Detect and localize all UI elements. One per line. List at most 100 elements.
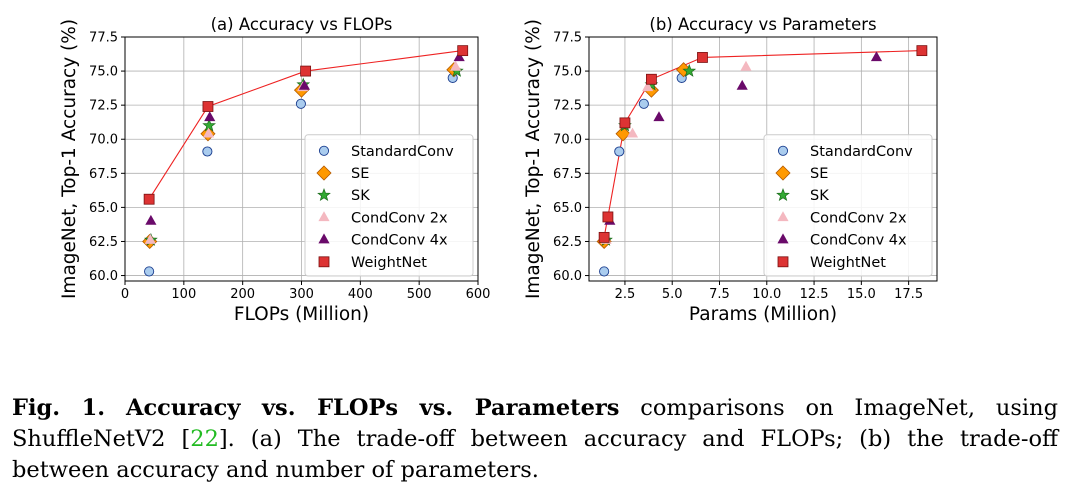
chart-a-point-condconv-2x: [450, 60, 462, 71]
chart-a-point-weightnet: [457, 45, 469, 57]
chart-b-series-standardconv: [599, 72, 687, 277]
chart-a-xtick-label: 600: [466, 287, 491, 302]
chart-a-ytick-label: 67.5: [89, 167, 118, 182]
chart-b-ytick-label: 72.5: [553, 99, 582, 114]
chart-a-point-standardconv: [202, 146, 213, 157]
chart-a-point-condconv-4x: [204, 111, 216, 122]
chart-a-xlabel: FLOPs (Million): [234, 304, 369, 325]
chart-b-xtick-label: 10.0: [752, 287, 781, 302]
chart-b-legend-label-se: SE: [810, 166, 828, 182]
chart-b-ytick-label: 67.5: [553, 167, 582, 182]
chart-a-ytick-label: 77.5: [89, 31, 118, 46]
chart-a-ytick-label: 60.0: [89, 269, 118, 284]
chart-a-title: (a) Accuracy vs FLOPs: [211, 15, 393, 34]
chart-b-point-weightnet: [619, 117, 631, 129]
chart-b-xtick-label: 15.0: [847, 287, 876, 302]
chart-b-legend-marker-weightnet: [777, 256, 789, 268]
chart-a-ytick-label: 75.0: [89, 65, 118, 80]
chart-b-legend-marker-sk: [776, 187, 790, 202]
chart-a-xtick-label: 400: [348, 287, 373, 302]
chart-a-ytick-label: 70.0: [89, 133, 118, 148]
chart-b-ytick-label: 70.0: [553, 133, 582, 148]
chart-a-series-condconv-4x: [145, 51, 465, 225]
chart-a-legend-marker-sk: [317, 187, 331, 202]
chart-a-legend-marker-condconv-2x: [318, 211, 330, 222]
chart-b-ytick-label: 75.0: [553, 65, 582, 80]
chart-a-xtick-label: 0: [121, 287, 129, 302]
caption-bold-text: Accuracy vs. FLOPs vs. Parameters: [126, 395, 620, 421]
chart-b-ytick-label: 62.5: [553, 235, 582, 250]
chart-b-point-condconv-2x: [740, 60, 752, 71]
chart-b-legend-label-condconv-2x: CondConv 2x: [810, 210, 907, 226]
chart-b-legend-label-sk: SK: [810, 188, 829, 204]
chart-a-point-condconv-4x: [453, 51, 465, 62]
chart-b-point-weightnet: [646, 73, 657, 85]
chart-a-ylabel: ImageNet, Top-1 Accuracy (%): [59, 19, 80, 299]
chart-a-legend-box: [304, 134, 474, 277]
chart-b-point-condconv-2x: [626, 127, 639, 138]
chart-accuracy-vs-params: 2.5 5.0 7.5 10.0 12.5 15.0 17.5 60.0 62.5 65.0 67.…: [523, 15, 938, 325]
chart-a-xtick-label: 200: [230, 287, 255, 302]
figure-caption: Fig. 1. Accuracy vs. FLOPs vs. Parameter…: [12, 393, 1058, 486]
chart-b-title: (b) Accuracy vs Parameters: [649, 15, 876, 34]
chart-a-ytick-label: 62.5: [89, 235, 118, 250]
chart-a-xtick-label: 500: [407, 287, 432, 302]
figure: 0 100 200 300 400 500 600 60.0 62.5 65.0 67.5 70.0 7…: [59, 15, 938, 325]
chart-b-point-weightnet: [916, 45, 928, 57]
chart-b-point-weightnet: [697, 52, 708, 63]
chart-b-xlabel: Params (Million): [689, 304, 837, 325]
chart-b-legend-label-weightnet: WeightNet: [810, 255, 886, 271]
chart-a-legend-marker-se: [316, 165, 332, 181]
chart-a-legend-label-sk: SK: [351, 188, 370, 204]
caption-label: Fig. 1.: [12, 395, 106, 421]
chart-a-point-weightnet: [202, 101, 214, 112]
chart-a-xtick-label: 300: [289, 287, 314, 302]
chart-a-point-sk: [202, 118, 216, 132]
chart-a-point-condconv-4x: [298, 79, 311, 90]
chart-b-legend-marker-standardconv: [777, 145, 789, 156]
chart-a-ytick-label: 72.5: [89, 99, 118, 114]
chart-b-point-condconv-2x: [642, 81, 654, 92]
chart-b-legend-marker-se: [775, 165, 791, 181]
chart-b-xtick-label: 7.5: [709, 287, 730, 302]
chart-a-point-condconv-2x: [144, 233, 156, 244]
chart-b-point-condconv-4x: [653, 111, 665, 122]
caption-citation-link[interactable]: 22: [190, 426, 219, 452]
chart-b-legend-label-condconv-4x: CondConv 4x: [810, 233, 907, 249]
chart-a-point-standardconv: [295, 98, 306, 109]
chart-b-xtick-label: 2.5: [615, 287, 636, 302]
chart-a-legend-label-weightnet: WeightNet: [351, 255, 427, 271]
chart-a-legend-marker-condconv-4x: [318, 233, 330, 244]
chart-b-ytick-label: 65.0: [553, 201, 582, 216]
chart-a-ytick-label: 65.0: [89, 201, 118, 216]
chart-b-legend-label-standardconv: StandardConv: [810, 144, 913, 160]
chart-b-ylabel: ImageNet, Top-1 Accuracy (%): [523, 19, 544, 299]
chart-b-point-condconv-4x: [736, 79, 748, 90]
chart-a-legend-label-standardconv: StandardConv: [351, 144, 454, 160]
caption-text-1: comparisons on ImageNet, using ShuffleNe…: [12, 395, 1058, 452]
chart-a-xtick-label: 100: [171, 287, 196, 302]
chart-b-ytick-label: 77.5: [553, 31, 582, 46]
chart-a-point-weightnet: [300, 65, 312, 77]
chart-a-legend-marker-weightnet: [318, 256, 330, 268]
chart-b-point-sk: [682, 63, 697, 77]
chart-b-point-standardconv: [599, 266, 610, 277]
chart-b-xtick-label: 17.5: [894, 287, 923, 302]
chart-a-legend-label-condconv-2x: CondConv 2x: [351, 210, 448, 226]
chart-b-legend: StandardConv SE SK CondConv 2x CondConv 4x We…: [763, 134, 933, 277]
chart-a-point-condconv-4x: [145, 214, 157, 225]
chart-accuracy-vs-flops: 0 100 200 300 400 500 600 60.0 62.5 65.0 67.5 70.0 7…: [59, 15, 490, 325]
chart-a-point-standardconv: [144, 266, 155, 277]
chart-a-point-weightnet: [143, 193, 155, 205]
chart-b-series-weightnet: [598, 45, 928, 243]
chart-b-point-condconv-4x: [870, 51, 883, 62]
chart-b-legend-marker-condconv-4x: [777, 233, 789, 244]
chart-b-point-se: [615, 126, 631, 142]
caption-text-2: ]. (a) The trade-off between accuracy an…: [12, 426, 1059, 483]
chart-a-legend-label-se: SE: [351, 166, 369, 182]
chart-a-point-condconv-2x: [202, 127, 215, 138]
chart-a-legend: StandardConv SE SK CondConv 2x CondConv 4x We…: [304, 134, 474, 277]
chart-b-point-standardconv: [638, 98, 649, 109]
chart-b-xtick-label: 12.5: [800, 287, 829, 302]
chart-b-ytick-label: 60.0: [553, 269, 582, 284]
